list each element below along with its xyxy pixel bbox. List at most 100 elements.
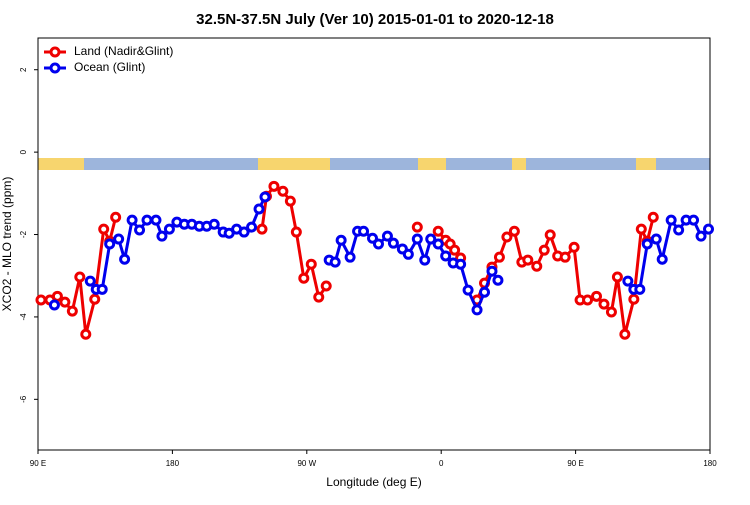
data-point: [411, 233, 423, 245]
data-point: [313, 291, 325, 303]
data-point: [568, 241, 580, 253]
data-point: [493, 251, 505, 263]
data-point: [508, 225, 520, 237]
data-point: [559, 251, 571, 263]
y-tick-label: -4: [19, 313, 28, 321]
x-tick-label: 90 W: [297, 459, 316, 468]
data-point: [622, 275, 634, 287]
data-point: [455, 258, 467, 270]
y-tick-label: -6: [19, 395, 28, 403]
data-point: [51, 290, 63, 302]
data-point: [84, 275, 96, 287]
data-point: [598, 298, 610, 310]
land-ocean-strip: [38, 158, 710, 170]
data-point: [344, 251, 356, 263]
data-point: [387, 237, 399, 249]
legend-label: Ocean (Glint): [74, 60, 145, 74]
data-point: [329, 256, 341, 268]
data-point: [119, 253, 131, 265]
data-point: [298, 272, 310, 284]
data-point: [492, 274, 504, 286]
data-point: [358, 225, 370, 237]
data-point: [634, 283, 646, 295]
data-point: [538, 244, 550, 256]
data-point: [305, 258, 317, 270]
plot-frame: [37, 37, 711, 451]
data-point: [89, 293, 101, 305]
data-point: [641, 238, 653, 250]
data-point: [440, 250, 452, 262]
data-point: [150, 214, 162, 226]
data-point: [372, 238, 384, 250]
data-point: [335, 234, 347, 246]
data-point: [635, 223, 647, 235]
legend-marker: [49, 46, 61, 58]
y-tick-label: 0: [19, 149, 28, 154]
data-point: [432, 238, 444, 250]
chart-title: 32.5N-37.5N July (Ver 10) 2015-01-01 to …: [196, 11, 554, 28]
data-point: [134, 224, 146, 236]
data-point: [104, 238, 116, 250]
data-point: [238, 226, 250, 238]
y-tick-label: -2: [19, 230, 28, 238]
data-point: [80, 328, 92, 340]
data-point: [419, 254, 431, 266]
data-point: [656, 253, 668, 265]
data-point: [531, 260, 543, 272]
data-point: [544, 229, 556, 241]
data-point: [35, 294, 47, 306]
data-point: [650, 233, 662, 245]
data-point: [647, 211, 659, 223]
data-point: [110, 211, 122, 223]
data-point: [462, 284, 474, 296]
data-point: [253, 203, 265, 215]
data-point: [141, 214, 153, 226]
data-point: [628, 293, 640, 305]
legend-marker: [49, 62, 61, 74]
x-tick-label: 0: [439, 459, 444, 468]
data-point: [688, 214, 700, 226]
data-point: [284, 195, 296, 207]
y-tick-label: 2: [19, 67, 28, 72]
data-point: [290, 226, 302, 238]
data-point: [582, 294, 594, 306]
data-point: [605, 306, 617, 318]
data-point: [703, 223, 715, 235]
data-point: [665, 214, 677, 226]
data-point: [268, 180, 280, 192]
x-tick-label: 180: [703, 459, 717, 468]
data-point: [381, 230, 393, 242]
data-point: [208, 218, 220, 230]
data-point: [277, 185, 289, 197]
data-point: [522, 254, 534, 266]
data-point: [256, 223, 268, 235]
y-axis-label: XCO2 - MLO trend (ppm): [0, 177, 14, 312]
data-point: [163, 223, 175, 235]
data-point: [246, 221, 258, 233]
data-point: [126, 214, 138, 226]
data-point: [695, 230, 707, 242]
data-point: [591, 290, 603, 302]
x-tick-label: 180: [166, 459, 180, 468]
data-point: [320, 280, 332, 292]
data-point: [96, 283, 108, 295]
data-point: [98, 223, 110, 235]
x-tick-label: 90 E: [30, 459, 46, 468]
legend-label: Land (Nadir&Glint): [74, 44, 173, 58]
data-point: [673, 224, 685, 236]
x-tick-label: 90 E: [567, 459, 583, 468]
data-point: [619, 328, 631, 340]
data-point: [501, 231, 513, 243]
data-point: [411, 221, 423, 233]
data-point: [402, 248, 414, 260]
data-point: [449, 244, 461, 256]
data-point: [611, 271, 623, 283]
data-point: [259, 191, 271, 203]
data-point: [48, 299, 60, 311]
data-point: [156, 230, 168, 242]
data-point: [425, 233, 437, 245]
data-point: [471, 304, 483, 316]
data-point: [486, 265, 498, 277]
data-point: [113, 233, 125, 245]
